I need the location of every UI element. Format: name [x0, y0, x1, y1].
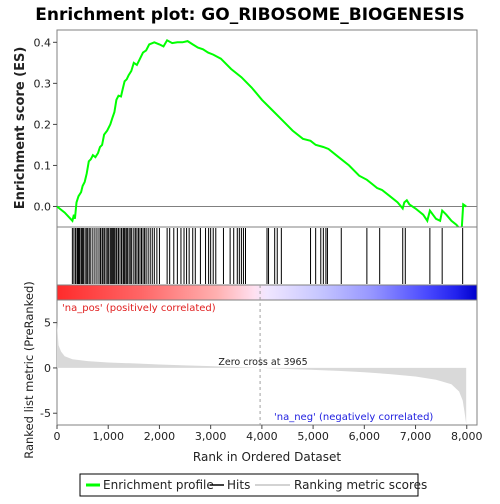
ranking-metric-area	[57, 322, 467, 425]
legend: Enrichment profile Hits Ranking metric s…	[79, 473, 427, 497]
es-y-tick-label: 0.2	[34, 118, 52, 131]
legend-box	[79, 473, 419, 497]
zero-cross-label: Zero cross at 3965	[218, 357, 307, 368]
x-tick-label: 8,000	[451, 430, 483, 443]
metric-y-tick-label: 0	[44, 362, 51, 375]
neg-label: 'na_neg' (negatively correlated)	[274, 412, 433, 423]
es-panel-frame	[56, 29, 478, 228]
es-y-axis-label: Enrichment score (ES)	[13, 47, 28, 210]
legend-hits-label: Hits	[227, 478, 250, 492]
hits-marks	[71, 228, 464, 284]
x-tick-label: 5,000	[297, 430, 329, 443]
metric-y-axis: -5 0 5	[40, 317, 57, 420]
es-y-tick-label: 0.3	[34, 77, 52, 90]
es-y-axis: 0.0 0.1 0.2 0.3 0.4	[34, 36, 57, 213]
x-tick-label: 1,000	[92, 430, 124, 443]
x-tick-label: 6,000	[349, 430, 381, 443]
metric-y-tick-label: 5	[44, 317, 51, 330]
es-y-tick-label: 0.0	[34, 200, 52, 213]
x-tick-label: 7,000	[400, 430, 432, 443]
enrichment-profile-line	[56, 38, 467, 234]
legend-metric-label: Ranking metric scores	[294, 478, 427, 492]
x-axis-label: Rank in Ordered Dataset	[193, 450, 341, 464]
x-axis: 0 1,000 2,000 3,000 4,000 5,000 6,000 7,000 8,00…	[54, 425, 483, 443]
pos-label: 'na_pos' (positively correlated)	[62, 303, 216, 314]
ranking-color-bar	[56, 284, 478, 301]
metric-y-axis-label: Ranked list metric (PreRanked)	[22, 281, 36, 459]
x-tick-label: 0	[54, 430, 61, 443]
metric-y-tick-label: -5	[40, 407, 51, 420]
es-y-tick-label: 0.4	[34, 36, 52, 49]
legend-enrichment-label: Enrichment profile	[103, 478, 214, 492]
metric-panel-frame	[56, 299, 478, 426]
chart-title: Enrichment plot: GO_RIBOSOME_BIOGENESIS	[35, 5, 464, 25]
es-y-tick-label: 0.1	[34, 159, 52, 172]
x-tick-label: 4,000	[246, 430, 278, 443]
x-tick-label: 2,000	[144, 430, 176, 443]
x-tick-label: 3,000	[195, 430, 227, 443]
